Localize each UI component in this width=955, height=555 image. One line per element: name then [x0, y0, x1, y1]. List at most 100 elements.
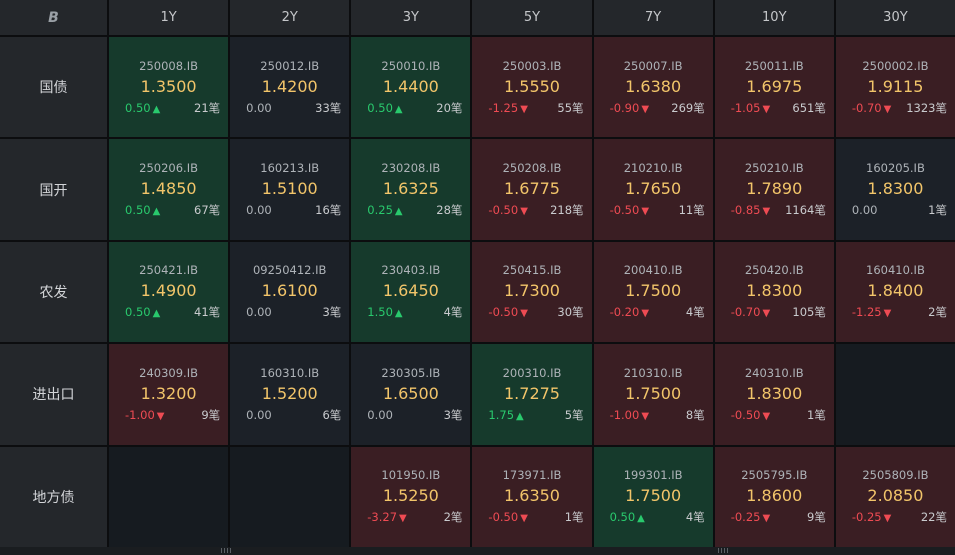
quote-footer: 1.50 ▲ 4笔	[351, 304, 470, 320]
bond-yield: 1.7275	[504, 383, 560, 403]
quote-footer: 0.50 ▲ 21笔	[109, 100, 228, 116]
bond-yield: 1.5200	[261, 383, 318, 403]
bond-yield: 1.4400	[382, 76, 439, 96]
bond-quote-cell[interactable]: 2505809.IB 2.0850 -0.25 ▼ 22笔	[835, 446, 955, 547]
yield-change: -0.50 ▼	[731, 408, 770, 422]
bond-quote-cell[interactable]: 200410.IB 1.7500 -0.20 ▼ 4笔	[593, 241, 713, 343]
bond-quote-cell[interactable]: 200310.IB 1.7275 1.75 ▲ 5笔	[472, 344, 592, 445]
quote-footer: -0.25 ▼ 9笔	[715, 509, 834, 525]
bond-quote-cell[interactable]: 2500002.IB 1.9115 -0.70 ▼ 1323笔	[835, 37, 955, 138]
yield-change-value: 0.50	[609, 510, 636, 525]
bond-quote-cell[interactable]: 173971.IB 1.6350 -0.50 ▼ 1笔	[472, 446, 592, 547]
yield-change: -0.20 ▼	[610, 305, 649, 319]
bond-quote-cell[interactable]: 240310.IB 1.8300 -0.50 ▼ 1笔	[714, 344, 834, 445]
trade-count: 22笔	[920, 510, 947, 525]
bond-quote-cell[interactable]: 250003.IB 1.5550 -1.25 ▼ 55笔	[472, 37, 592, 138]
trade-count: 2笔	[928, 305, 947, 320]
arrow-down-icon: ▼	[641, 103, 650, 115]
arrow-down-icon: ▼	[520, 103, 528, 115]
bond-quote-cell[interactable]: 250012.IB 1.4200 0.00 33笔	[230, 37, 350, 138]
bond-code: 2500002.IB	[862, 58, 929, 73]
brand-logo-text: B	[48, 9, 59, 26]
quote-footer: 0.50 ▲ 20笔	[351, 100, 470, 116]
yield-change: -0.50 ▼	[488, 305, 527, 319]
bond-quote-cell[interactable]: 250420.IB 1.8300 -0.70 ▼ 105笔	[714, 241, 834, 343]
quote-footer: 0.25 ▲ 28笔	[351, 202, 470, 218]
bond-yield: 1.8400	[867, 281, 924, 301]
bond-quote-cell[interactable]: 250208.IB 1.6775 -0.50 ▼ 218笔	[472, 139, 592, 240]
bond-yield: 1.6325	[382, 179, 439, 199]
arrow-down-icon: ▼	[156, 410, 165, 422]
yield-change-value: -1.25	[488, 100, 519, 115]
column-header-2y[interactable]: 2Y	[230, 0, 350, 35]
bond-code: 250421.IB	[139, 263, 198, 278]
arrow-down-icon: ▼	[520, 513, 528, 525]
quote-footer: -0.50 ▼ 11笔	[594, 202, 713, 218]
bond-quote-cell[interactable]: 250421.IB 1.4900 0.50 ▲ 41笔	[109, 241, 229, 343]
empty-cell	[835, 344, 955, 445]
bond-yield: 1.8300	[867, 179, 924, 199]
column-header-5y[interactable]: 5Y	[472, 0, 592, 35]
quote-footer: 0.00 3笔	[230, 304, 349, 320]
yield-change: 1.50 ▲	[367, 305, 402, 319]
trade-count: 3笔	[443, 407, 463, 422]
bond-quote-cell[interactable]: 160410.IB 1.8400 -1.25 ▼ 2笔	[835, 241, 955, 343]
bond-quote-cell[interactable]: 210310.IB 1.7500 -1.00 ▼ 8笔	[593, 344, 713, 445]
yield-change-value: -0.25	[851, 510, 882, 525]
bond-yield: 2.0850	[867, 486, 924, 506]
yield-change: 1.75 ▲	[488, 408, 523, 422]
bond-yield: 1.3200	[140, 383, 197, 403]
yield-change: -1.00 ▼	[125, 408, 164, 422]
quote-footer: -1.05 ▼ 651笔	[715, 100, 834, 116]
yield-change: 0.00	[246, 305, 272, 319]
bond-quote-cell[interactable]: 230403.IB 1.6450 1.50 ▲ 4笔	[351, 241, 471, 343]
bond-code: 250007.IB	[623, 58, 683, 73]
bond-quote-cell[interactable]: 230305.IB 1.6500 0.00 3笔	[351, 344, 471, 445]
column-header-3y[interactable]: 3Y	[351, 0, 471, 35]
bond-quote-cell[interactable]: 240309.IB 1.3200 -1.00 ▼ 9笔	[109, 344, 229, 445]
bond-quote-cell[interactable]: 230208.IB 1.6325 0.25 ▲ 28笔	[351, 139, 471, 240]
column-header-30y[interactable]: 30Y	[835, 0, 955, 35]
bond-yield: 1.5550	[504, 76, 560, 96]
bond-code: 250206.IB	[139, 161, 198, 176]
bond-quote-cell[interactable]: 210210.IB 1.7650 -0.50 ▼ 11笔	[593, 139, 713, 240]
trade-count: 1笔	[928, 203, 947, 218]
bond-quote-cell[interactable]: 199301.IB 1.7500 0.50 ▲ 4笔	[593, 446, 713, 547]
yield-change: 0.00	[246, 408, 272, 422]
bond-quote-cell[interactable]: 250415.IB 1.7300 -0.50 ▼ 30笔	[472, 241, 592, 343]
yield-change-value: 0.00	[246, 305, 272, 320]
bond-quote-cell[interactable]: 2505795.IB 1.8600 -0.25 ▼ 9笔	[714, 446, 834, 547]
trade-count: 105笔	[792, 305, 826, 320]
bond-yield: 1.7500	[625, 383, 682, 403]
yield-change-value: -1.00	[125, 407, 155, 422]
bond-code: 240309.IB	[139, 365, 198, 380]
bond-quote-cell[interactable]: 09250412.IB 1.6100 0.00 3笔	[230, 241, 350, 343]
bond-quote-cell[interactable]: 250010.IB 1.4400 0.50 ▲ 20笔	[351, 37, 471, 138]
trade-count: 9笔	[201, 407, 221, 422]
bond-quote-cell[interactable]: 250011.IB 1.6975 -1.05 ▼ 651笔	[714, 37, 834, 138]
bond-quote-cell[interactable]: 250210.IB 1.7890 -0.85 ▼ 1164笔	[714, 139, 834, 240]
bond-quote-cell[interactable]: 101950.IB 1.5250 -3.27 ▼ 2笔	[351, 446, 471, 547]
bond-quote-cell[interactable]: 160205.IB 1.8300 0.00 1笔	[835, 139, 955, 240]
empty-cell	[230, 446, 350, 547]
column-header-7y[interactable]: 7Y	[593, 0, 713, 35]
bond-quote-cell[interactable]: 250007.IB 1.6380 -0.90 ▼ 269笔	[593, 37, 713, 138]
column-header-1y[interactable]: 1Y	[109, 0, 229, 35]
arrow-down-icon: ▼	[762, 513, 771, 525]
trade-count: 4笔	[685, 510, 705, 525]
bond-quote-cell[interactable]: 250206.IB 1.4850 0.50 ▲ 67笔	[109, 139, 229, 240]
trade-count: 4笔	[685, 305, 705, 320]
bond-quote-cell[interactable]: 160213.IB 1.5100 0.00 16笔	[230, 139, 350, 240]
bond-quote-cell[interactable]: 250008.IB 1.3500 0.50 ▲ 21笔	[109, 37, 229, 138]
quote-footer: 0.50 ▲ 4笔	[594, 509, 713, 525]
bond-quote-cell[interactable]: 160310.IB 1.5200 0.00 6笔	[230, 344, 350, 445]
yield-change-value: 0.50	[125, 100, 151, 115]
bond-yield: 1.6775	[504, 179, 560, 199]
arrow-down-icon: ▼	[641, 308, 650, 320]
arrow-down-icon: ▼	[641, 206, 650, 218]
resize-handle-icon[interactable]	[718, 548, 728, 553]
resize-handle-icon[interactable]	[221, 548, 231, 553]
yield-change-value: 0.50	[125, 203, 151, 218]
trade-count: 1323笔	[906, 100, 947, 115]
column-header-10y[interactable]: 10Y	[714, 0, 834, 35]
